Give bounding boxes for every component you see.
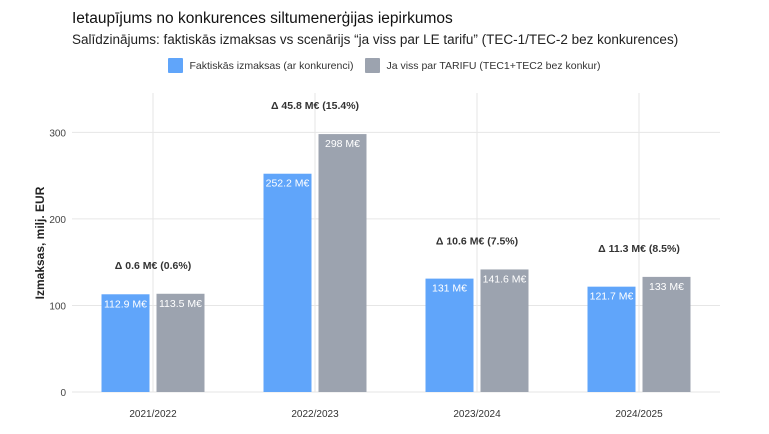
bar-value-label: 113.5 M€ <box>159 298 202 310</box>
bar-value-label: 141.6 M€ <box>483 273 527 285</box>
delta-annotation: Δ 0.6 M€ (0.6%) <box>115 260 191 272</box>
y-tick-label: 300 <box>49 128 66 139</box>
bar-tariff <box>480 269 529 392</box>
bar-actual <box>101 294 150 392</box>
y-axis-label: Izmaksas, milj. EUR <box>33 186 47 299</box>
delta-annotation: Δ 10.6 M€ (7.5%) <box>436 235 518 247</box>
legend-item-actual: Faktiskās izmaksas (ar konkurenci) <box>168 58 353 73</box>
y-tick-label: 100 <box>49 301 66 312</box>
chart-subtitle: Salīdzinājums: faktiskās izmaksas vs sce… <box>72 32 679 47</box>
bar-tariff <box>156 293 205 392</box>
legend: Faktiskās izmaksas (ar konkurenci) Ja vi… <box>0 58 769 73</box>
legend-label-tariff: Ja viss par TARIFU (TEC1+TEC2 bez konkur… <box>386 59 601 72</box>
bar-value-label: 298 M€ <box>325 138 360 150</box>
legend-label-actual: Faktiskās izmaksas (ar konkurenci) <box>189 59 354 72</box>
bar-value-label: 252.2 M€ <box>266 178 310 190</box>
bar-tariff <box>318 134 367 392</box>
bar-actual <box>263 173 312 392</box>
bar-value-label: 131 M€ <box>432 283 467 295</box>
bar-value-label: 121.7 M€ <box>590 291 634 303</box>
bar-value-label: 133 M€ <box>649 281 684 293</box>
bar-tariff <box>642 276 691 392</box>
x-tick-label: 2021/2022 <box>129 409 177 420</box>
y-tick-label: 0 <box>60 388 66 399</box>
delta-annotation: Δ 45.8 M€ (15.4%) <box>271 100 359 112</box>
bar-actual <box>587 286 636 392</box>
legend-swatch-actual <box>168 58 184 73</box>
bar-value-label: 112.9 M€ <box>104 298 147 310</box>
x-tick-label: 2023/2024 <box>453 409 501 420</box>
legend-item-tariff: Ja viss par TARIFU (TEC1+TEC2 bez konkur… <box>365 58 601 73</box>
legend-swatch-tariff <box>365 58 381 73</box>
x-tick-label: 2022/2023 <box>291 409 339 420</box>
delta-annotation: Δ 11.3 M€ (8.5%) <box>598 243 680 255</box>
y-tick-label: 200 <box>49 215 66 226</box>
chart-title: Ietaupījums no konkurences siltumenerģij… <box>72 10 453 27</box>
bar-actual <box>425 278 474 392</box>
x-tick-label: 2024/2025 <box>615 409 663 420</box>
